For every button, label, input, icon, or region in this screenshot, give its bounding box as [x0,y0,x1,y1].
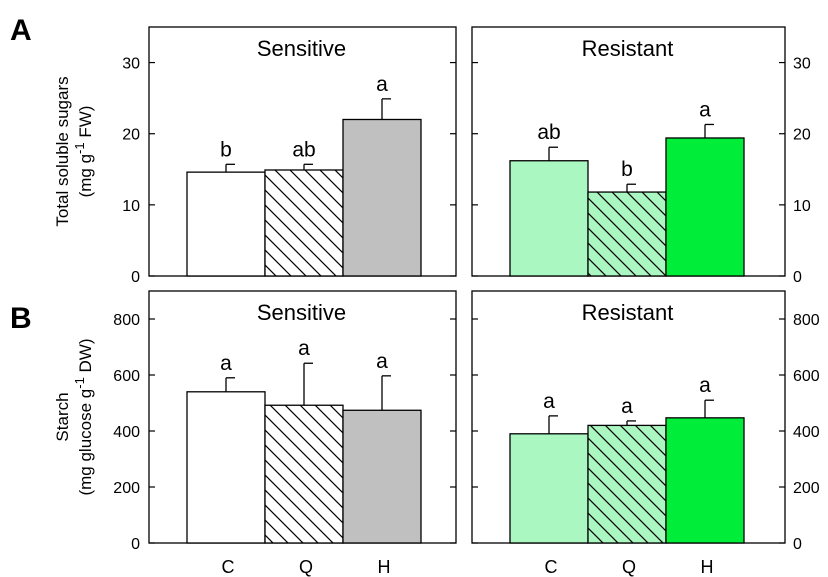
bar-sensitive-h [342,409,422,544]
significance-letter: b [621,158,633,181]
y-tick-label-right: 30 [793,56,811,73]
y-axis-label-line1: Total soluble sugars [53,76,72,226]
panel-title-sensitive: Sensitive [257,36,346,61]
y-axis-label-suffix: DW) [76,338,95,377]
y-axis-label-line2: (mg glucose g-1 DW) [72,338,95,495]
y-tick-label-right: 20 [793,127,811,144]
bar-resistant-h [665,137,745,277]
y-axis-label-prefix: (mg glucose g [76,389,95,496]
bar-resistant-h [665,417,745,544]
significance-letter: a [298,337,310,360]
significance-letter: a [699,374,711,397]
panel-title-resistant: Resistant [582,36,674,61]
y-tick-label-right: 600 [793,368,820,385]
y-axis-label-line2: (mg g-1 FW) [72,106,95,198]
significance-letter: a [543,390,555,413]
bar-resistant-c [509,160,589,277]
panel-letter-a: A [10,14,32,47]
y-tick-label-right: 800 [793,312,820,329]
x-category-label: Q [622,557,636,577]
y-tick-label: 400 [113,424,140,441]
y-tick-label-right: 200 [793,480,820,497]
panel-letter-b: B [10,302,32,335]
y-tick-label: 200 [113,480,140,497]
panel-title-sensitive: Sensitive [257,300,346,325]
significance-letter: a [376,350,388,373]
x-category-label: C [222,557,235,577]
bar-sensitive-q [264,169,344,277]
bar-sensitive-q [264,404,344,544]
y-axis-label-suffix: FW) [76,106,95,143]
panel-title-resistant: Resistant [582,300,674,325]
x-category-label: Q [299,557,313,577]
bar-sensitive-c [186,171,266,277]
significance-letter: a [376,73,388,96]
x-category-label: H [701,557,714,577]
y-tick-label: 30 [122,56,140,73]
y-tick-label: 600 [113,368,140,385]
y-axis-label-line1: Starch [53,392,72,441]
significance-letter: ab [292,138,315,161]
bar-sensitive-h [342,118,422,277]
y-axis-label-sup: -1 [72,377,87,389]
y-tick-label: 10 [122,198,140,215]
y-tick-label: 20 [122,127,140,144]
x-category-label: C [545,557,558,577]
bar-resistant-q [587,424,667,544]
significance-letter: a [621,395,633,418]
y-tick-label-right: 400 [793,424,820,441]
bar-resistant-q [587,191,667,277]
y-axis-label-a: Total soluble sugars (mg g-1 FW) [53,76,95,226]
y-axis-label-prefix: (mg g [76,154,95,197]
significance-letter: ab [537,121,560,144]
y-tick-label-right: 10 [793,198,811,215]
y-tick-label: 800 [113,312,140,329]
significance-letter: a [699,98,711,121]
y-tick-label-right: 0 [793,536,802,553]
y-tick-label-right: 0 [793,269,802,286]
y-axis-label-sup: -1 [72,142,87,154]
x-category-label: H [378,557,391,577]
bar-sensitive-c [186,391,266,544]
bar-resistant-c [509,433,589,544]
significance-letter: a [220,352,232,375]
y-axis-label-b: Starch (mg glucose g-1 DW) [53,338,95,495]
significance-letter: b [220,138,232,161]
y-tick-label: 0 [131,536,140,553]
y-tick-label: 0 [131,269,140,286]
